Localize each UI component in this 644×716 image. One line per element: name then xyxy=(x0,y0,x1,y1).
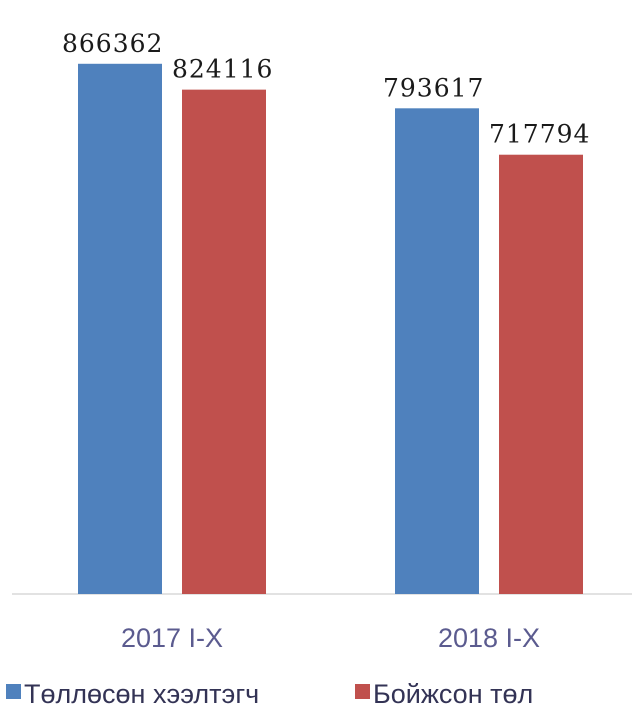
legend-label: Төллөсөн хээлтэгч xyxy=(24,679,259,709)
bar-series1-1 xyxy=(78,63,162,595)
x-tick-label: 2018 I-X xyxy=(438,623,540,653)
data-label: 793617 xyxy=(383,73,484,102)
data-label: 717794 xyxy=(489,120,590,149)
legend-swatch xyxy=(355,684,370,699)
bar-series2-2 xyxy=(499,154,583,594)
x-tick-label: 2017 I-X xyxy=(121,623,223,653)
bar-series2-1 xyxy=(182,89,266,595)
bars-group xyxy=(78,63,583,595)
data-label: 866362 xyxy=(62,29,163,58)
legend: Төллөсөн хээлтэгч Бойжсон төл xyxy=(6,679,533,709)
legend-label: Бойжсон төл xyxy=(373,679,533,709)
legend-swatch xyxy=(6,684,21,699)
data-label: 824116 xyxy=(172,55,273,84)
x-tick-labels-group: 2017 I-X 2018 I-X xyxy=(121,623,540,653)
bar-series1-2 xyxy=(395,108,479,594)
